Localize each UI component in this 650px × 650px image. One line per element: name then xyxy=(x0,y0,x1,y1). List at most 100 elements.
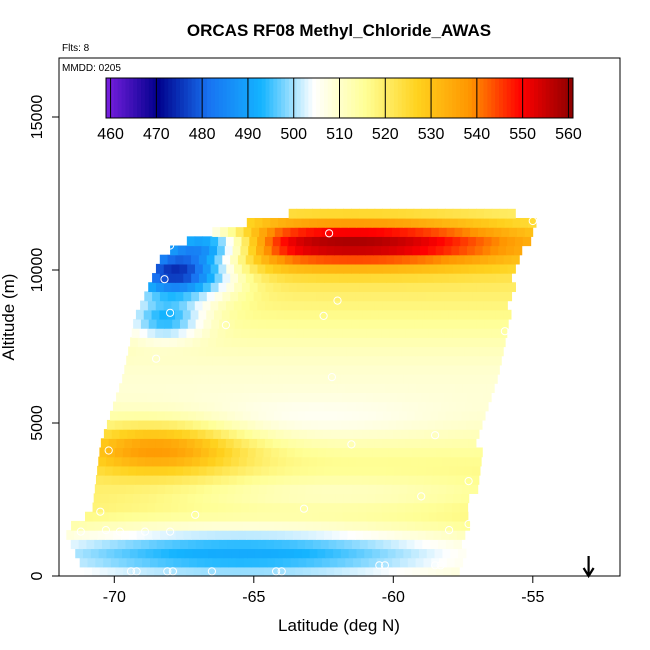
heatmap-cell xyxy=(211,318,220,329)
heatmap-cell xyxy=(245,530,255,540)
heatmap-cell xyxy=(156,282,165,293)
heatmap-cell xyxy=(111,475,121,485)
heatmap-cell xyxy=(215,374,225,384)
heatmap-cell xyxy=(441,530,450,540)
heatmap-cell xyxy=(175,254,184,265)
heatmap-cell xyxy=(155,300,165,311)
heatmap-cell xyxy=(442,548,451,559)
colorbar-swatch xyxy=(409,78,414,118)
heatmap-cell xyxy=(204,355,213,366)
heatmap-cell xyxy=(340,456,349,467)
heatmap-cell xyxy=(236,475,245,485)
heatmap-cell xyxy=(468,208,477,219)
heatmap-cell xyxy=(300,291,309,302)
heatmap-cell xyxy=(89,530,99,540)
heatmap-cell xyxy=(286,447,296,458)
heatmap-cell xyxy=(300,273,309,283)
heatmap-cell xyxy=(411,447,421,458)
heatmap-cell xyxy=(381,245,390,256)
heatmap-cell xyxy=(280,263,290,274)
heatmap-cell xyxy=(202,300,212,311)
heatmap-cell xyxy=(156,539,166,550)
x-tick-label: -55 xyxy=(521,589,544,606)
colorbar-swatch xyxy=(226,78,232,118)
colorbar-swatch xyxy=(475,78,481,118)
heatmap-cell xyxy=(309,548,319,559)
heatmap-cell xyxy=(146,566,156,577)
heatmap-cell xyxy=(178,502,187,513)
heatmap-cell xyxy=(351,318,361,329)
heatmap-cell xyxy=(290,383,300,393)
heatmap-cell xyxy=(343,282,352,293)
heatmap-cell xyxy=(189,383,198,393)
heatmap-cell xyxy=(348,337,358,348)
heatmap-cell xyxy=(100,438,110,449)
heatmap-cell xyxy=(313,227,323,237)
heatmap-cell xyxy=(233,364,243,375)
heatmap-cell xyxy=(363,401,372,412)
heatmap-cell xyxy=(102,520,111,531)
heatmap-cell xyxy=(227,520,236,531)
heatmap-cell xyxy=(114,548,123,559)
heatmap-cell xyxy=(257,438,266,449)
heatmap-cell xyxy=(337,383,347,393)
heatmap-cell xyxy=(183,401,192,412)
heatmap-cell xyxy=(137,374,147,384)
heatmap-cell xyxy=(264,392,273,403)
sample-point xyxy=(375,561,384,570)
heatmap-cell xyxy=(423,557,432,568)
heatmap-cell xyxy=(273,539,283,550)
heatmap-cell xyxy=(276,346,285,357)
heatmap-cell xyxy=(199,456,209,467)
heatmap-cell xyxy=(335,364,344,375)
heatmap-cell xyxy=(480,291,489,302)
colorbar-swatch xyxy=(467,78,473,118)
heatmap-cell xyxy=(372,447,382,458)
heatmap-cell xyxy=(211,410,220,421)
heatmap-cell xyxy=(261,465,270,476)
heatmap-cell xyxy=(512,217,521,228)
heatmap-cell xyxy=(381,566,390,577)
heatmap-cell xyxy=(79,557,89,568)
heatmap-cell xyxy=(314,557,323,568)
heatmap-cell xyxy=(273,318,283,329)
heatmap-cell xyxy=(509,227,518,237)
heatmap-cell xyxy=(385,346,395,357)
heatmap-cell xyxy=(173,557,182,568)
heatmap-cell xyxy=(95,475,105,485)
heatmap-cell xyxy=(476,282,485,293)
heatmap-cell xyxy=(313,520,322,531)
heatmap-cell xyxy=(456,291,466,302)
heatmap-cell xyxy=(304,208,313,219)
heatmap-cell xyxy=(279,245,288,256)
heatmap-cell xyxy=(382,236,391,247)
heatmap-cell xyxy=(404,447,413,458)
heatmap-cell xyxy=(244,475,253,485)
heatmap-cell xyxy=(242,493,251,504)
heatmap-cell xyxy=(161,548,170,559)
heatmap-cell xyxy=(224,447,233,458)
heatmap-cell xyxy=(343,263,352,274)
heatmap-cell xyxy=(433,254,442,265)
heatmap-cell xyxy=(210,300,219,311)
colorbar-swatch xyxy=(249,78,255,118)
heatmap-cell xyxy=(291,475,300,485)
heatmap-cell xyxy=(186,511,195,522)
heatmap-cell xyxy=(183,273,192,283)
heatmap-cell xyxy=(346,429,355,439)
heatmap-cell xyxy=(391,355,401,366)
heatmap-cell xyxy=(115,566,124,577)
heatmap-cell xyxy=(449,530,458,540)
heatmap-cell xyxy=(216,337,225,348)
heatmap-cell xyxy=(316,273,325,283)
heatmap-cell xyxy=(78,539,87,550)
heatmap-cell xyxy=(139,328,148,338)
heatmap-cell xyxy=(321,484,330,494)
heatmap-cell xyxy=(371,217,381,228)
heatmap-cell xyxy=(391,539,400,550)
heatmap-cell xyxy=(459,392,469,403)
heatmap-cell xyxy=(287,328,297,338)
heatmap-cell xyxy=(235,355,244,366)
heatmap-cell xyxy=(384,227,393,237)
heatmap-cell xyxy=(440,346,450,357)
